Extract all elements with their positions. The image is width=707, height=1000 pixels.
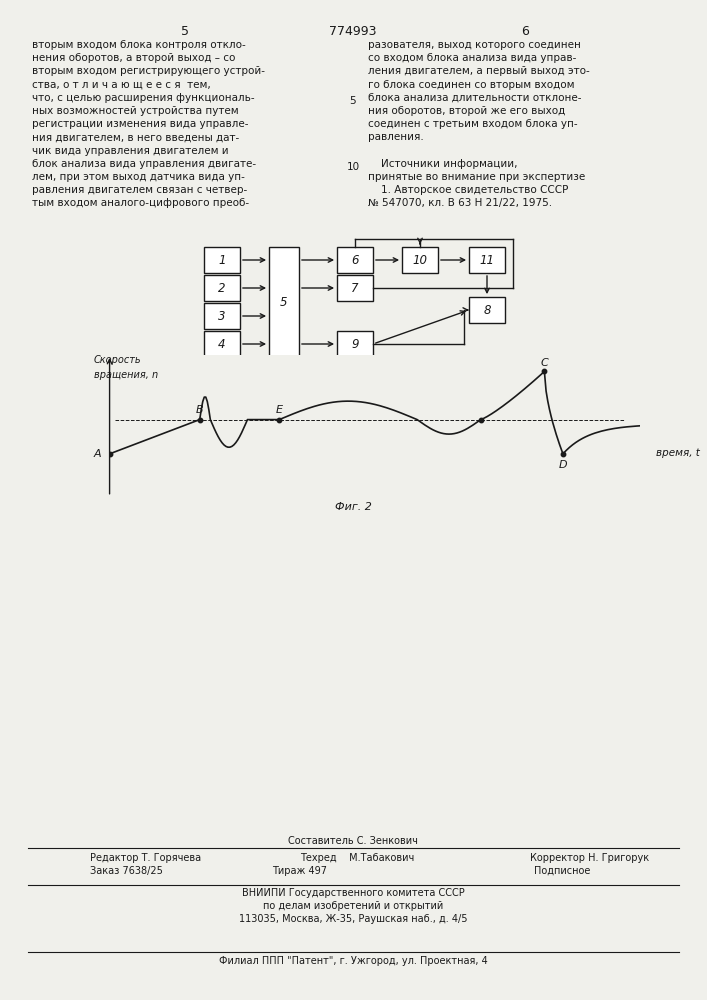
Text: по делам изобретений и открытий: по делам изобретений и открытий <box>263 901 443 911</box>
Text: Техред    М.Табакович: Техред М.Табакович <box>300 853 414 863</box>
Text: блок анализа вида управления двигате-: блок анализа вида управления двигате- <box>32 159 256 169</box>
Bar <box>204 331 240 357</box>
Text: регистрации изменения вида управле-: регистрации изменения вида управле- <box>32 119 248 129</box>
Text: Филиал ППП "Патент", г. Ужгород, ул. Проектная, 4: Филиал ППП "Патент", г. Ужгород, ул. Про… <box>218 956 487 966</box>
Text: ства, о т л и ч а ю щ е е с я  тем,: ства, о т л и ч а ю щ е е с я тем, <box>32 80 211 90</box>
Bar <box>269 247 299 357</box>
Text: принятые во внимание при экспертизе: принятые во внимание при экспертизе <box>368 172 585 182</box>
Text: Фиг. 1: Фиг. 1 <box>334 365 371 375</box>
Text: чик вида управления двигателем и: чик вида управления двигателем и <box>32 146 228 156</box>
Text: Источники информации,: Источники информации, <box>368 159 518 169</box>
Text: B: B <box>196 405 204 415</box>
Bar <box>204 275 240 301</box>
Text: лем, при этом выход датчика вида уп-: лем, при этом выход датчика вида уп- <box>32 172 245 182</box>
Text: 6: 6 <box>351 253 358 266</box>
Text: ния оборотов, второй же его выход: ния оборотов, второй же его выход <box>368 106 566 116</box>
Bar <box>204 303 240 329</box>
Text: ВНИИПИ Государственного комитета СССР: ВНИИПИ Государственного комитета СССР <box>242 888 464 898</box>
Text: Корректор Н. Григорук: Корректор Н. Григорук <box>530 853 649 863</box>
Text: вращения, n: вращения, n <box>93 369 158 379</box>
Text: ния двигателем, в него введены дат-: ния двигателем, в него введены дат- <box>32 132 239 142</box>
Text: нения оборотов, а второй выход – со: нения оборотов, а второй выход – со <box>32 53 235 63</box>
Text: 5: 5 <box>350 96 356 106</box>
Text: Составитель С. Зенкович: Составитель С. Зенкович <box>288 836 418 846</box>
Text: 2: 2 <box>218 282 226 294</box>
Text: C: C <box>541 358 548 368</box>
Text: 3: 3 <box>218 310 226 322</box>
Text: тым входом аналого-цифрового преоб-: тым входом аналого-цифрового преоб- <box>32 198 249 208</box>
Text: A: A <box>94 449 102 459</box>
Text: блока анализа длительности отклоне-: блока анализа длительности отклоне- <box>368 93 581 103</box>
Text: 5: 5 <box>181 25 189 38</box>
Text: 6: 6 <box>521 25 529 38</box>
Bar <box>337 331 373 357</box>
Text: Тираж 497: Тираж 497 <box>272 866 327 876</box>
Text: вторым входом регистрирующего устрой-: вторым входом регистрирующего устрой- <box>32 66 265 76</box>
Bar <box>469 247 505 273</box>
Text: Подписное: Подписное <box>534 866 590 876</box>
Bar <box>402 247 438 273</box>
Text: время, t: время, t <box>656 448 700 458</box>
Text: 7: 7 <box>351 282 358 294</box>
Text: 113035, Москва, Ж-35, Раушская наб., д. 4/5: 113035, Москва, Ж-35, Раушская наб., д. … <box>239 914 467 924</box>
Text: 10: 10 <box>346 162 360 172</box>
Text: равления двигателем связан с четвер-: равления двигателем связан с четвер- <box>32 185 247 195</box>
Text: 4: 4 <box>218 338 226 351</box>
Text: ных возможностей устройства путем: ных возможностей устройства путем <box>32 106 239 116</box>
Text: равления.: равления. <box>368 132 423 142</box>
Text: 1: 1 <box>218 253 226 266</box>
Text: Редактор Т. Горячева: Редактор Т. Горячева <box>90 853 201 863</box>
Text: разователя, выход которого соединен: разователя, выход которого соединен <box>368 40 581 50</box>
Bar <box>337 247 373 273</box>
Text: Скорость: Скорость <box>93 355 141 365</box>
Text: D: D <box>559 460 567 470</box>
Text: 9: 9 <box>351 338 358 351</box>
Bar <box>469 297 505 323</box>
Bar <box>204 247 240 273</box>
Text: E: E <box>276 405 283 415</box>
Text: соединен с третьим входом блока уп-: соединен с третьим входом блока уп- <box>368 119 578 129</box>
Text: что, с целью расширения функциональ-: что, с целью расширения функциональ- <box>32 93 255 103</box>
Text: 5: 5 <box>280 296 288 308</box>
Bar <box>337 275 373 301</box>
Text: со входом блока анализа вида управ-: со входом блока анализа вида управ- <box>368 53 576 63</box>
Text: Заказ 7638/25: Заказ 7638/25 <box>90 866 163 876</box>
Text: 774993: 774993 <box>329 25 377 38</box>
Text: Фиг. 2: Фиг. 2 <box>334 502 371 512</box>
Text: вторым входом блока контроля откло-: вторым входом блока контроля откло- <box>32 40 246 50</box>
Text: го блока соединен со вторым входом: го блока соединен со вторым входом <box>368 80 575 90</box>
Text: ления двигателем, а первый выход это-: ления двигателем, а первый выход это- <box>368 66 590 76</box>
Text: 8: 8 <box>484 304 491 316</box>
Text: 1. Авторское свидетельство СССР: 1. Авторское свидетельство СССР <box>368 185 568 195</box>
Text: 11: 11 <box>479 253 494 266</box>
Text: № 547070, кл. В 63 Н 21/22, 1975.: № 547070, кл. В 63 Н 21/22, 1975. <box>368 198 552 208</box>
Text: 10: 10 <box>412 253 428 266</box>
